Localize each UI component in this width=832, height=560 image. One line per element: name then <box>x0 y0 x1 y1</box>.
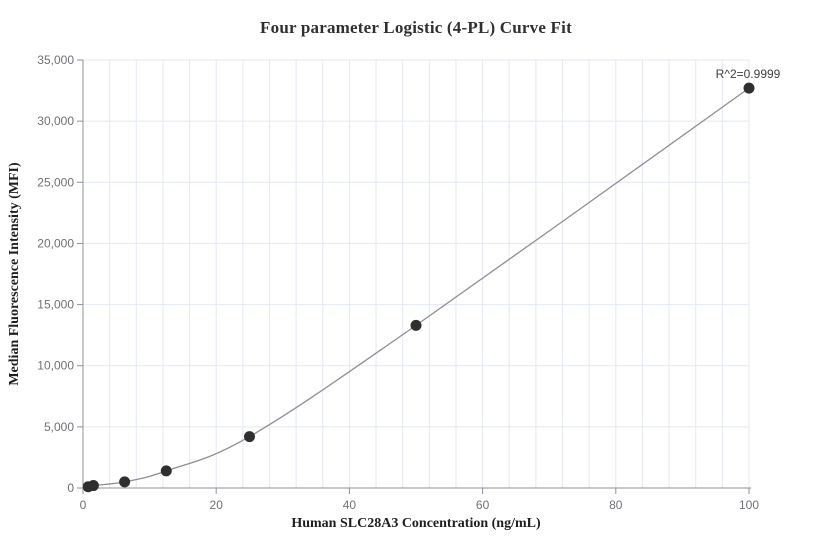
data-point <box>244 431 255 443</box>
y-tick-label: 25,000 <box>37 175 74 189</box>
x-tick-label: 100 <box>739 498 759 512</box>
y-tick-label: 10,000 <box>37 359 74 373</box>
fit-curve <box>82 87 750 489</box>
data-point <box>160 465 172 477</box>
data-point <box>87 480 99 492</box>
data-point <box>410 319 422 331</box>
y-tick-label: 20,000 <box>37 236 74 250</box>
x-axis-title: Human SLC28A3 Concentration (ng/mL) <box>291 516 541 531</box>
r-squared-annotation: R^2=0.9999 <box>715 67 781 81</box>
y-tick-label: 0 <box>67 481 74 495</box>
y-tick-label: 30,000 <box>37 114 74 128</box>
y-tick-label: 35,000 <box>37 53 74 67</box>
x-tick-label: 40 <box>343 498 357 512</box>
x-tick-label: 80 <box>609 498 623 512</box>
chart-title: Four parameter Logistic (4-PL) Curve Fit <box>260 18 572 37</box>
data-point <box>119 476 131 488</box>
x-tick-label: 0 <box>80 498 87 512</box>
data-point <box>743 82 755 94</box>
y-tick-label: 5,000 <box>44 420 74 434</box>
y-tick-label: 15,000 <box>37 298 74 312</box>
x-tick-label: 20 <box>210 498 224 512</box>
x-tick-label: 60 <box>476 498 490 512</box>
